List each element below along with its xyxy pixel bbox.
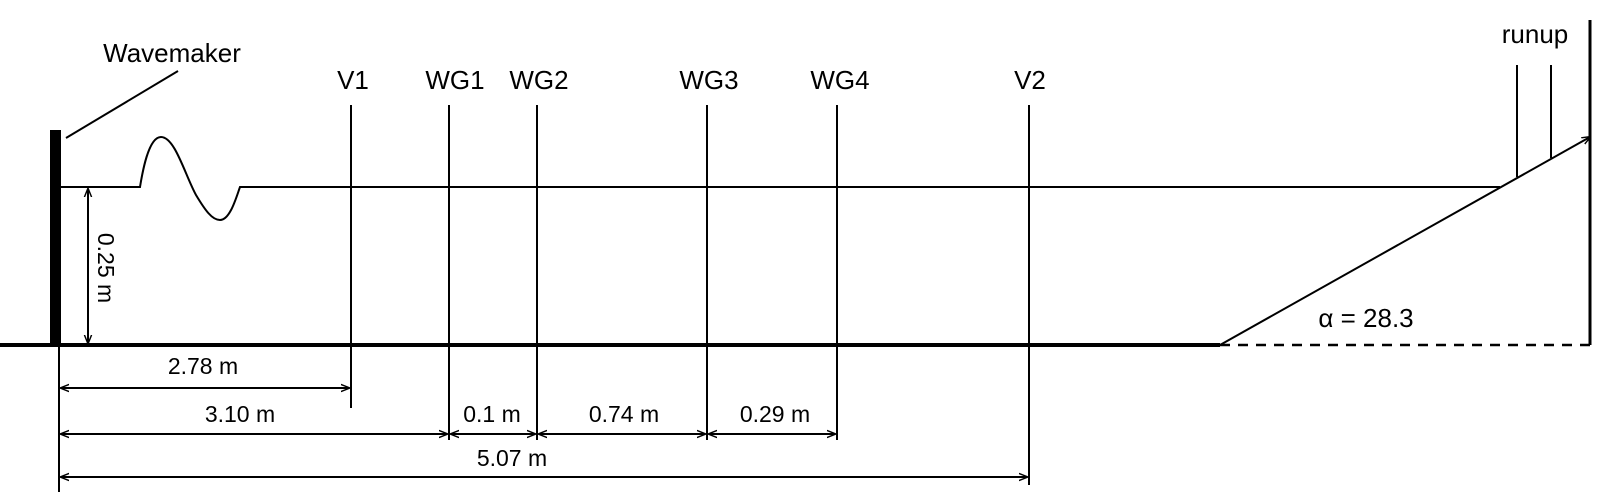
- dim-label-0-29: 0.29 m: [740, 401, 810, 427]
- gauge-label-v1: V1: [337, 65, 369, 95]
- dim-label-0-74: 0.74 m: [589, 401, 659, 427]
- gauge-label-v2: V2: [1014, 65, 1046, 95]
- wavemaker-label: Wavemaker: [103, 38, 241, 68]
- dim-label-5-07: 5.07 m: [477, 445, 547, 471]
- water-surface: [61, 135, 1500, 222]
- dim-label-0-1: 0.1 m: [463, 401, 521, 427]
- gauge-label-wg4: WG4: [810, 65, 869, 95]
- wavemaker-paddle: [50, 130, 61, 345]
- dim-label-2-78: 2.78 m: [168, 353, 238, 379]
- gauge-label-wg2: WG2: [509, 65, 568, 95]
- dim-label-3-10: 3.10 m: [205, 401, 275, 427]
- gauge-label-wg3: WG3: [679, 65, 738, 95]
- slope-angle-label: α = 28.3: [1318, 303, 1413, 333]
- runup-label: runup: [1502, 19, 1569, 49]
- depth-label: 0.25 m: [93, 233, 119, 303]
- beach-slope: [1219, 137, 1590, 346]
- gauge-label-wg1: WG1: [425, 65, 484, 95]
- wavemaker-leader: [65, 70, 179, 139]
